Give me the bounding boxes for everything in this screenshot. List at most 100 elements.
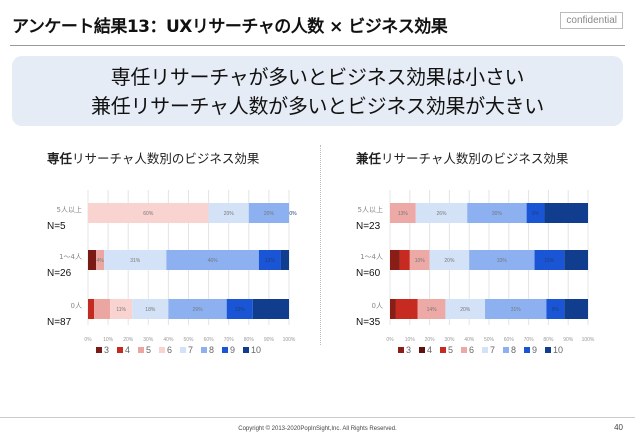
data-label: 30% [492,211,503,217]
data-label: 4% [96,258,104,264]
bar-segment-6 [88,203,209,223]
legend-label: 7 [188,345,193,355]
chart-title-concurrent: 兼任リサーチャ人数別のビジネス効果 [356,148,568,167]
legend-swatch-8 [503,347,509,353]
bar-segment-9 [526,203,545,223]
legend-label: 4 [125,345,130,355]
bar-segment-7 [445,299,486,319]
x-tick-label: 90% [264,337,275,343]
x-tick-label: 10% [405,337,416,343]
x-tick-label: 70% [524,337,535,343]
legend-swatch-6 [461,347,467,353]
legend-swatch-9 [524,347,530,353]
x-tick-label: 30% [444,337,455,343]
legend-swatch-4 [419,347,425,353]
x-tick-label: 80% [543,337,554,343]
bar-segment-10 [544,203,588,223]
data-label: 18% [145,307,156,313]
data-label: 46% [208,258,219,264]
legend-swatch-9 [222,347,228,353]
x-tick-label: 70% [224,337,235,343]
data-label: 60% [143,211,154,217]
page-title: アンケート結果13：UXリサーチャの人数 × ビジネス効果 [12,17,448,37]
bar-segment-8 [168,299,227,319]
x-tick-label: 20% [425,337,436,343]
n-label: N=35 [356,317,381,328]
bar-segment-9 [534,250,565,270]
bar-segment-7 [208,203,249,223]
summary-line-1: 専任リサーチャが多いとビジネス効果は小さい [110,65,525,89]
legend-swatch-5 [138,347,144,353]
legend-label: 6 [469,345,474,355]
data-label: 13% [235,307,246,313]
x-tick-label: 60% [504,337,515,343]
legend-label: 3 [406,345,411,355]
data-label: 9% [552,307,560,313]
chart-title-dedicated-bold: 専任 [47,151,73,166]
x-tick-label: 50% [183,337,194,343]
title-divider [10,45,625,46]
n-label: N=87 [47,317,72,328]
n-label: N=23 [356,221,381,232]
chart-title-dedicated-rest: リサーチャ人数別のビジネス効果 [72,151,260,166]
legend-label: 4 [427,345,432,355]
copyright: Copyright © 2013-2020PopInSight,Inc. All… [238,426,397,432]
legend-label: 5 [146,345,151,355]
bar-segment-7 [429,250,470,270]
data-label: 9% [532,211,540,217]
n-label: N=5 [47,221,66,232]
bar-segment-8 [467,203,527,223]
legend-swatch-10 [243,347,249,353]
legend-swatch-5 [440,347,446,353]
x-tick-label: 100% [283,337,296,343]
bar-segment-9 [258,250,281,270]
bar-segment-9 [226,299,253,319]
bar-segment-3 [88,250,97,270]
legend-label: 7 [490,345,495,355]
data-label: 29% [193,307,204,313]
page-number: 40 [614,423,623,432]
bar-segment-5 [395,299,418,319]
summary-line-2: 兼任リサーチャ人数が多いとビジネス効果が大きい [91,94,544,118]
legend-swatch-3 [96,347,102,353]
category-label: 0人 [71,302,82,310]
data-label: 20% [264,211,275,217]
x-tick-label: 40% [163,337,174,343]
data-label: 10% [415,258,426,264]
legend-label: 9 [532,345,537,355]
data-label: 13% [398,211,409,217]
summary-box: 専任リサーチャが多いとビジネス効果は小さい 兼任リサーチャ人数が多いとビジネス効… [12,56,623,126]
x-tick-label: 30% [143,337,154,343]
legend-label: 8 [209,345,214,355]
legend-swatch-10 [545,347,551,353]
chart-title-dedicated: 専任リサーチャ人数別のビジネス効果 [47,148,259,167]
data-label: 31% [130,258,141,264]
bar-segment-10 [252,299,289,319]
bar-segment-8 [469,250,535,270]
data-label: 0% [289,211,297,217]
legend-swatch-3 [398,347,404,353]
x-tick-label: 60% [204,337,215,343]
chart-title-concurrent-bold: 兼任 [356,151,382,166]
x-tick-label: 90% [563,337,574,343]
bar-segment-7 [104,250,167,270]
x-tick-label: 0% [386,337,394,343]
bar-segment-10 [564,250,588,270]
bar-segment-8 [485,299,547,319]
legend-label: 5 [448,345,453,355]
legend-swatch-7 [482,347,488,353]
legend-label: 10 [251,345,261,355]
bar-segment-6 [390,203,416,223]
legend-swatch-4 [117,347,123,353]
legend-label: 6 [167,345,172,355]
bar-segment-7 [132,299,169,319]
bar-segment-5 [399,250,410,270]
bar-segment-6 [409,250,430,270]
bar-segment-10 [564,299,588,319]
legend-swatch-8 [201,347,207,353]
x-tick-label: 0% [84,337,92,343]
bar-segment-8 [166,250,259,270]
data-label: 20% [224,211,235,217]
